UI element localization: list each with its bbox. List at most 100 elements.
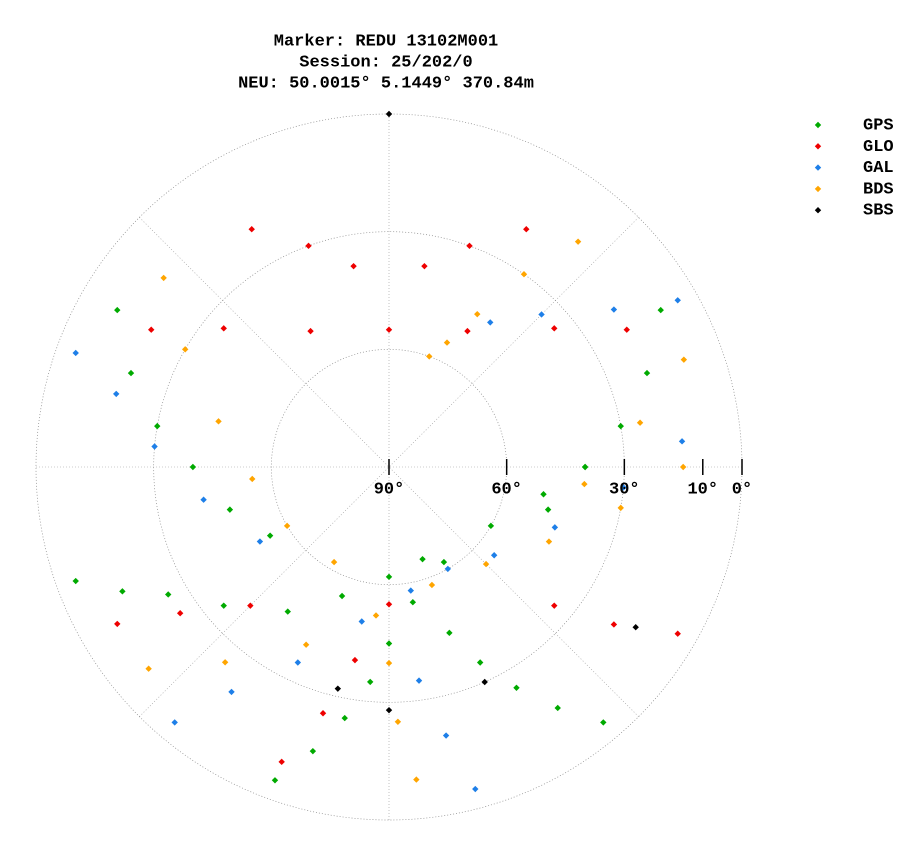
data-point [632, 624, 639, 631]
data-point [385, 110, 393, 118]
data-point [617, 504, 624, 512]
data-point [294, 659, 302, 666]
r-tick-label: 30° [609, 480, 640, 499]
data-point [72, 577, 79, 585]
data-point [574, 238, 582, 245]
data-point [385, 640, 393, 647]
legend-marker [814, 185, 822, 193]
data-point [426, 353, 433, 360]
legend-marker [814, 143, 822, 150]
data-point [385, 573, 393, 581]
data-point [554, 704, 561, 712]
data-point [407, 587, 414, 594]
chart-title: Marker: REDU 13102M001 [274, 32, 498, 51]
data-point [466, 242, 473, 250]
data-point [284, 608, 291, 615]
spoke [139, 217, 639, 717]
data-point [114, 306, 121, 314]
data-point [476, 659, 484, 666]
data-point [119, 588, 126, 595]
data-point [271, 777, 279, 784]
data-point [482, 560, 490, 568]
data-point [444, 565, 452, 573]
data-point [247, 602, 254, 609]
data-point [636, 419, 644, 426]
data-point [215, 418, 222, 425]
data-point [394, 718, 402, 725]
data-point [220, 602, 227, 609]
data-point [610, 621, 618, 628]
data-point [487, 319, 494, 326]
data-point [114, 620, 121, 628]
data-point [415, 677, 423, 684]
data-point [674, 630, 681, 637]
data-point [442, 732, 450, 739]
chart-subtitle: NEU: 50.0015° 5.1449° 370.84m [238, 74, 534, 93]
data-point [413, 776, 420, 783]
data-point [127, 369, 135, 377]
data-point [256, 538, 264, 545]
data-point [309, 747, 317, 755]
data-point [678, 438, 686, 445]
r-tick-label: 10° [687, 480, 718, 499]
data-point [487, 522, 495, 530]
data-point [307, 327, 314, 335]
data-point [372, 612, 380, 619]
data-point [249, 475, 256, 483]
data-point [145, 665, 152, 672]
data-point [620, 484, 627, 491]
data-point [680, 356, 688, 363]
data-point [302, 641, 310, 648]
data-point [72, 349, 79, 357]
data-point [200, 496, 207, 503]
data-point [440, 558, 448, 566]
data-point [189, 463, 197, 471]
data-point [520, 271, 528, 278]
data-point [266, 532, 274, 539]
data-point [464, 327, 471, 335]
data-point [513, 684, 520, 691]
r-tick-label: 90° [374, 480, 405, 499]
legend-marker [814, 207, 822, 214]
data-point [278, 758, 285, 766]
data-point [472, 785, 479, 793]
data-point [545, 538, 553, 545]
data-point [248, 226, 255, 233]
data-point [334, 685, 342, 692]
data-point [419, 555, 426, 563]
data-point [643, 369, 651, 377]
data-point [351, 656, 359, 664]
data-point [330, 558, 338, 566]
data-point [446, 629, 453, 637]
data-point [581, 463, 589, 471]
data-point [428, 581, 436, 589]
data-point [148, 326, 155, 333]
data-point [305, 242, 312, 250]
data-point [228, 688, 235, 696]
data-point [679, 463, 687, 471]
data-point [474, 310, 481, 318]
data-point [551, 524, 559, 531]
data-point [151, 443, 158, 450]
data-point [358, 618, 365, 625]
data-point [610, 306, 618, 313]
legend-label: BDS [863, 180, 894, 199]
data-point [319, 710, 327, 717]
legend-marker [814, 164, 822, 171]
data-point [220, 325, 227, 332]
data-point [385, 601, 393, 608]
data-point [283, 522, 291, 530]
data-point [176, 610, 184, 617]
data-point [171, 719, 178, 726]
data-point [350, 262, 357, 270]
data-point [385, 706, 393, 714]
data-point [490, 552, 498, 559]
data-point [551, 602, 558, 609]
data-point [165, 591, 172, 598]
data-point [221, 659, 229, 666]
data-point [600, 719, 607, 726]
data-point [154, 422, 161, 430]
legend-label: GLO [863, 138, 894, 157]
data-point [409, 598, 417, 606]
